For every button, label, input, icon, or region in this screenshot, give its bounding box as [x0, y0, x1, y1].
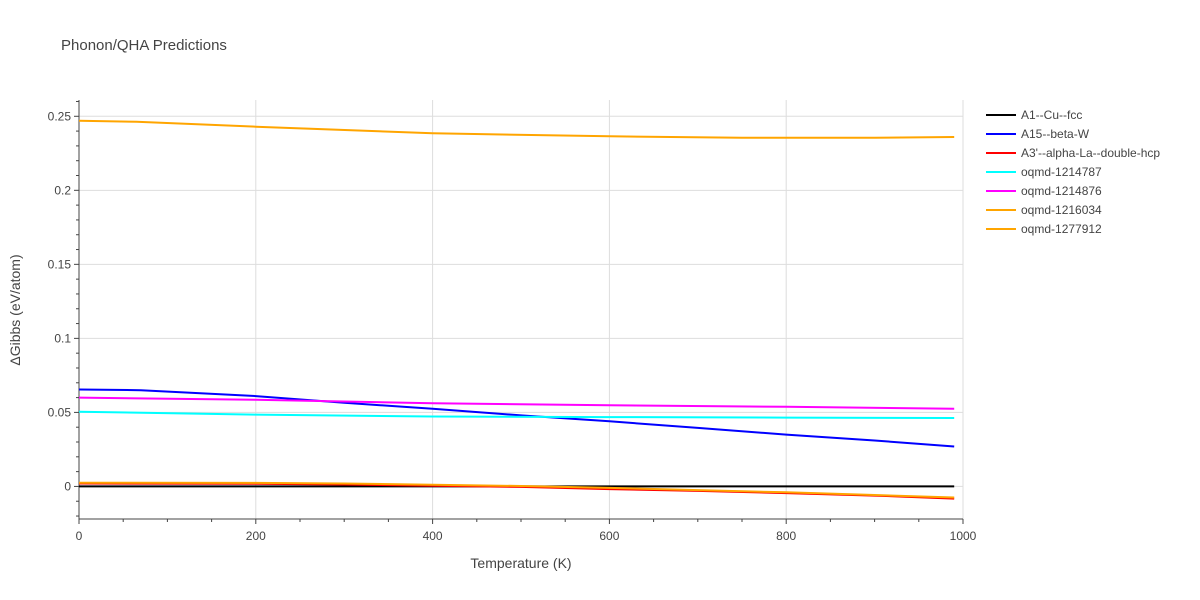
- legend: A1--Cu--fcc A15--beta-W A3'--alpha-La--dou…: [986, 108, 1160, 236]
- grid-lines: [79, 100, 964, 519]
- legend-label: A3'--alpha-La--double-hcp: [1021, 146, 1160, 160]
- series-line-oqmd-1214787: [78, 410, 955, 419]
- y-tick-label: 0.2: [54, 183, 71, 197]
- y-axis-ticks: 0 0.05 0.1 0.15 0.2 0.25: [48, 100, 79, 517]
- series-line-oqmd-1277912: [78, 119, 955, 139]
- x-axis-title: Temperature (K): [470, 555, 571, 571]
- legend-item[interactable]: oqmd-1277912: [986, 222, 1102, 236]
- y-tick-label: 0: [64, 479, 71, 493]
- x-axis-ticks: 0 200 400 600 800 1000: [76, 519, 977, 543]
- y-tick-label: 0.05: [48, 405, 72, 419]
- axes: [78, 100, 963, 520]
- x-tick-label: 400: [423, 529, 443, 543]
- y-axis-title: ΔGibbs (eV/atom): [7, 254, 23, 365]
- legend-item[interactable]: A15--beta-W: [986, 127, 1090, 141]
- legend-item[interactable]: A1--Cu--fcc: [986, 108, 1082, 122]
- legend-label: A1--Cu--fcc: [1021, 108, 1082, 122]
- y-tick-label: 0.15: [48, 257, 72, 271]
- legend-item[interactable]: A3'--alpha-La--double-hcp: [986, 146, 1160, 160]
- x-tick-label: 1000: [950, 529, 977, 543]
- y-tick-label: 0.1: [54, 331, 71, 345]
- series-line-oqmd-1214876: [78, 396, 955, 410]
- x-tick-label: 800: [776, 529, 796, 543]
- x-tick-label: 0: [76, 529, 83, 543]
- series-line-oqmd-1216034: [78, 481, 955, 499]
- legend-item[interactable]: oqmd-1216034: [986, 203, 1102, 217]
- y-tick-label: 0.25: [48, 109, 72, 123]
- series-line-A15--beta-W: [78, 388, 955, 448]
- x-tick-label: 600: [599, 529, 619, 543]
- x-tick-label: 200: [246, 529, 266, 543]
- legend-label: oqmd-1214787: [1021, 165, 1102, 179]
- chart-title: Phonon/QHA Predictions: [61, 37, 227, 54]
- legend-label: oqmd-1214876: [1021, 184, 1102, 198]
- legend-item[interactable]: oqmd-1214787: [986, 165, 1102, 179]
- plot-area: [78, 119, 955, 500]
- legend-label: oqmd-1277912: [1021, 222, 1102, 236]
- legend-label: oqmd-1216034: [1021, 203, 1102, 217]
- legend-label: A15--beta-W: [1021, 127, 1090, 141]
- legend-item[interactable]: oqmd-1214876: [986, 184, 1102, 198]
